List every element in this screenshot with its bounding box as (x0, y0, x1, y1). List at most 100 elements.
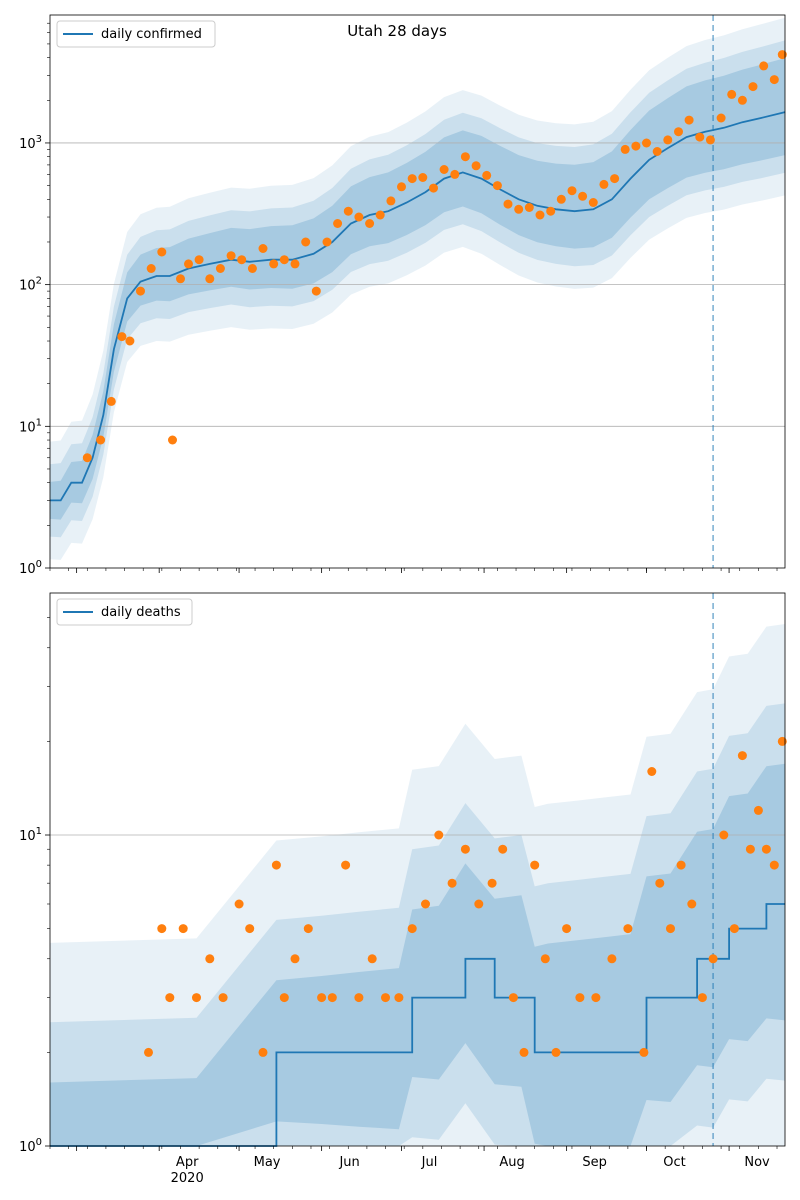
data-point (631, 141, 641, 151)
data-point (176, 274, 185, 284)
data-point (146, 264, 156, 273)
data-point (234, 899, 244, 909)
data-point (450, 169, 460, 179)
y-tick-label: 100 (19, 559, 42, 577)
data-point (610, 174, 620, 184)
data-point (695, 132, 705, 142)
bottom-series-line (50, 903, 785, 1147)
top-gridlines (50, 142, 785, 427)
data-point (258, 244, 268, 253)
data-point (322, 237, 332, 247)
data-point (157, 924, 167, 934)
data-point (125, 336, 135, 346)
data-point (218, 993, 228, 1003)
x-tick-label: Jun (338, 1155, 359, 1170)
confidence-band-3 (50, 58, 785, 520)
data-point (301, 237, 311, 247)
data-point (620, 144, 630, 154)
data-point (258, 1047, 268, 1057)
data-point (655, 878, 665, 888)
data-point (269, 259, 279, 269)
data-point (498, 844, 508, 854)
y-tick-label: 102 (19, 276, 42, 294)
data-point (184, 259, 193, 269)
x-tick-label: Apr (176, 1155, 199, 1170)
x-tick-label: May (254, 1155, 281, 1170)
data-point (460, 152, 470, 162)
data-point (365, 219, 375, 228)
data-point (397, 182, 406, 192)
data-point (535, 210, 545, 220)
y-tick-label: 100 (19, 1137, 42, 1155)
y-tick-label: 101 (19, 417, 42, 435)
data-point (226, 251, 236, 261)
data-point (439, 165, 449, 174)
top-legend-box (56, 20, 216, 48)
data-point (551, 1047, 561, 1057)
top-panel: 100 101 102 103 Utah 28 days daily confirme… (19, 14, 787, 577)
data-point (237, 255, 247, 265)
top-legend-label: daily confirmed (101, 27, 202, 42)
data-point (599, 179, 609, 189)
data-point (117, 332, 127, 342)
data-point (684, 115, 694, 125)
data-point (245, 924, 255, 934)
data-point (514, 204, 524, 214)
top-y-ticks: 100 101 102 103 (19, 22, 50, 577)
bottom-legend: daily deaths (56, 598, 193, 626)
x-tick-label: Aug (499, 1155, 524, 1170)
y-tick-label: 101 (19, 826, 42, 844)
bottom-legend-label: daily deaths (101, 605, 181, 620)
x-tick-label: 2020 (171, 1171, 204, 1186)
data-point (165, 993, 175, 1003)
data-point (777, 50, 787, 60)
data-point (303, 924, 313, 934)
data-point (588, 198, 598, 207)
data-point (708, 954, 718, 964)
data-point (407, 924, 417, 934)
top-x-ticks (49, 568, 778, 573)
data-point (674, 127, 683, 137)
data-point (271, 860, 281, 870)
data-point (205, 954, 215, 964)
data-point (745, 844, 755, 854)
data-point (354, 212, 364, 222)
data-point (367, 954, 377, 964)
confidence-band-2 (50, 703, 785, 1146)
data-point (333, 219, 343, 228)
confidence-band-2 (50, 40, 785, 538)
data-point (205, 274, 215, 284)
data-point (769, 860, 779, 870)
data-point (381, 993, 390, 1003)
data-point (729, 924, 739, 934)
data-point (607, 954, 617, 964)
data-point (106, 396, 116, 406)
data-point (279, 255, 289, 265)
data-point (727, 89, 737, 99)
data-point (96, 435, 106, 445)
data-point (192, 993, 201, 1003)
data-point (562, 924, 572, 934)
data-point (716, 113, 726, 123)
data-point (524, 203, 534, 212)
data-point (676, 860, 686, 870)
data-point (434, 830, 444, 840)
data-point (647, 767, 657, 776)
data-point (447, 878, 457, 888)
data-point (311, 286, 321, 296)
y-tick-label: 103 (19, 134, 42, 152)
data-point (687, 899, 697, 909)
x-tick-label: Nov (744, 1155, 770, 1170)
data-point (530, 860, 540, 870)
data-point (556, 194, 566, 204)
x-tick-label: Oct (663, 1155, 685, 1170)
data-point (575, 993, 585, 1003)
data-point (769, 75, 779, 85)
data-point (540, 954, 550, 964)
top-plot-frame (49, 14, 786, 569)
data-point (482, 170, 492, 180)
data-point (317, 993, 327, 1003)
data-point (157, 247, 167, 257)
